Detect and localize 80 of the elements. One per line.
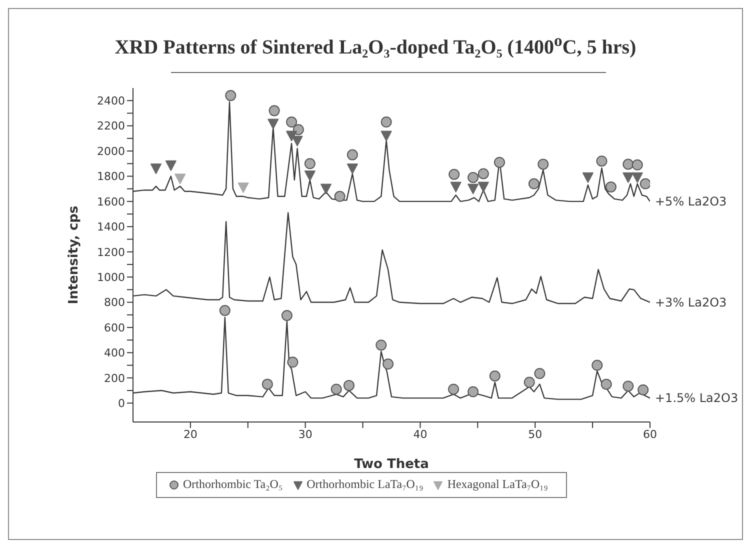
point <box>638 384 649 396</box>
point <box>320 184 332 194</box>
point <box>346 164 358 174</box>
point <box>640 178 650 190</box>
point <box>468 172 479 183</box>
x-axis-title: Two Theta <box>354 457 429 472</box>
point <box>605 181 616 192</box>
y-tick-label: 1600 <box>97 195 125 208</box>
point <box>622 380 634 392</box>
point <box>600 378 612 390</box>
point <box>632 159 643 170</box>
point <box>225 90 236 102</box>
series-label: +5% La2O3 <box>655 194 727 208</box>
point <box>494 156 505 168</box>
point <box>304 158 316 170</box>
point <box>489 370 500 382</box>
x-tick-label: 50 <box>528 428 542 441</box>
point <box>622 172 634 183</box>
y-tick-label: 0 <box>118 397 125 410</box>
point <box>468 184 479 194</box>
y-tick-label: 800 <box>104 296 125 310</box>
point <box>292 136 303 146</box>
point <box>262 378 273 390</box>
point <box>281 310 292 321</box>
legend-label: Orthorhombic LaTa₇O₁₉ <box>306 477 424 491</box>
point <box>596 156 608 167</box>
point <box>582 172 594 183</box>
point <box>468 386 479 398</box>
x-tick-label: 20 <box>183 428 198 441</box>
chart-title: XRD Patterns of Sintered La₂O₃-doped Ta₂O₅ (1400$^{o}$C, 5 hrs) <box>114 31 638 60</box>
y-tick-label: 1800 <box>97 170 125 184</box>
y-tick-label: 1400 <box>97 220 125 234</box>
point <box>268 105 280 116</box>
point <box>478 182 489 192</box>
point <box>238 182 249 193</box>
y-tick-label: 1200 <box>97 246 125 259</box>
point <box>292 124 304 136</box>
point <box>632 172 643 183</box>
point <box>150 164 162 174</box>
y-tick-label: 1000 <box>97 270 125 284</box>
point <box>304 170 316 181</box>
point <box>268 118 279 130</box>
legend-label: Orthorhombic Ta₂O₅ <box>182 477 283 491</box>
point <box>538 158 549 170</box>
point <box>343 380 354 391</box>
series-label: +1.5% La2O3 <box>655 391 738 406</box>
point <box>528 178 540 190</box>
point <box>382 358 394 370</box>
point <box>524 376 535 388</box>
point <box>380 130 392 142</box>
point <box>592 360 603 371</box>
y-tick-label: 2200 <box>97 120 125 133</box>
x-tick-label: 60 <box>643 428 657 441</box>
point <box>450 182 462 192</box>
y-tick-label: 600 <box>104 321 125 334</box>
y-tick-label: 200 <box>104 372 125 385</box>
point <box>286 116 298 128</box>
point <box>448 168 460 180</box>
point <box>219 304 230 316</box>
point <box>622 158 634 170</box>
point <box>478 168 489 180</box>
x-tick-label: 40 <box>413 428 428 441</box>
point <box>330 384 342 395</box>
point <box>448 384 460 395</box>
legend-label: Hexagonal LaTa₇O₁₉ <box>446 477 548 491</box>
y-axis-title: Intensity, cps <box>66 206 82 304</box>
point <box>334 190 346 202</box>
point <box>376 340 387 351</box>
series-label: +3% La2O3 <box>655 295 727 310</box>
point <box>287 356 298 368</box>
point <box>380 116 392 128</box>
point <box>346 149 358 160</box>
y-tick-label: 2400 <box>97 94 125 108</box>
point <box>286 130 298 142</box>
point <box>174 174 186 184</box>
x-tick-label: 30 <box>298 428 312 441</box>
point <box>534 368 546 379</box>
y-tick-label: 400 <box>104 346 125 360</box>
y-tick-label: 2000 <box>97 144 125 158</box>
point <box>165 160 176 171</box>
